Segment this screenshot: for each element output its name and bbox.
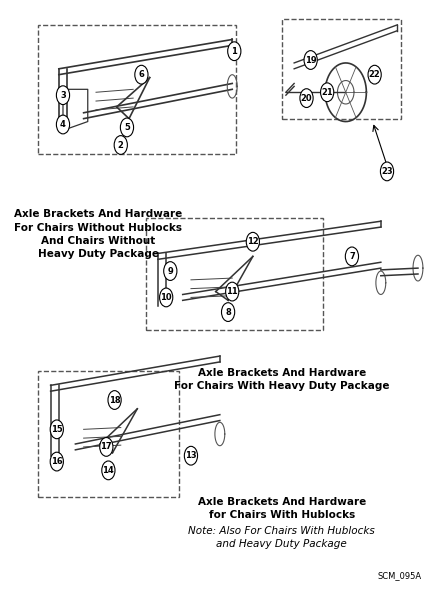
Text: 12: 12 <box>247 237 259 246</box>
Text: 10: 10 <box>160 293 172 302</box>
Text: 16: 16 <box>51 457 62 466</box>
Text: 14: 14 <box>103 466 114 475</box>
Text: 17: 17 <box>100 442 112 451</box>
Text: Axle Brackets And Hardware
For Chairs Without Hublocks
And Chairs Without
Heavy : Axle Brackets And Hardware For Chairs Wi… <box>14 210 182 259</box>
Circle shape <box>368 65 381 84</box>
Circle shape <box>56 86 70 105</box>
Text: 2: 2 <box>118 141 124 150</box>
Circle shape <box>50 452 63 471</box>
Text: 15: 15 <box>51 425 62 434</box>
Text: 4: 4 <box>60 120 66 129</box>
Text: Axle Brackets And Hardware
for Chairs With Hublocks: Axle Brackets And Hardware for Chairs Wi… <box>198 497 366 520</box>
Text: 7: 7 <box>349 252 355 261</box>
Circle shape <box>160 288 173 307</box>
Circle shape <box>108 391 121 409</box>
Text: 19: 19 <box>305 55 316 65</box>
Text: 6: 6 <box>139 70 144 79</box>
Text: Axle Brackets And Hardware
For Chairs With Heavy Duty Package: Axle Brackets And Hardware For Chairs Wi… <box>174 368 389 391</box>
Circle shape <box>164 262 177 280</box>
Text: 22: 22 <box>369 70 381 79</box>
Circle shape <box>100 438 113 456</box>
Circle shape <box>345 247 359 266</box>
Circle shape <box>102 461 115 480</box>
Circle shape <box>114 135 128 154</box>
Circle shape <box>56 115 70 134</box>
Circle shape <box>300 89 313 108</box>
Circle shape <box>381 162 394 181</box>
Text: 3: 3 <box>60 91 66 100</box>
Text: SCM_095A: SCM_095A <box>378 571 422 581</box>
Circle shape <box>246 232 260 251</box>
Circle shape <box>184 446 198 465</box>
Circle shape <box>227 42 241 61</box>
Circle shape <box>221 303 235 322</box>
Text: 9: 9 <box>168 267 173 276</box>
Text: 20: 20 <box>301 94 312 102</box>
Text: 21: 21 <box>321 88 333 97</box>
Text: 23: 23 <box>381 167 393 176</box>
Circle shape <box>135 65 148 84</box>
Text: 11: 11 <box>226 287 238 296</box>
Circle shape <box>304 51 317 70</box>
Text: 18: 18 <box>109 396 121 405</box>
Text: 13: 13 <box>185 451 197 460</box>
Circle shape <box>226 282 239 301</box>
Circle shape <box>321 83 334 102</box>
Text: Note: Also For Chairs With Hublocks
and Heavy Duty Package: Note: Also For Chairs With Hublocks and … <box>188 526 375 550</box>
Text: 5: 5 <box>124 123 130 132</box>
Text: 1: 1 <box>231 47 237 56</box>
Circle shape <box>50 420 63 439</box>
Text: 8: 8 <box>225 307 231 316</box>
Circle shape <box>121 118 134 137</box>
